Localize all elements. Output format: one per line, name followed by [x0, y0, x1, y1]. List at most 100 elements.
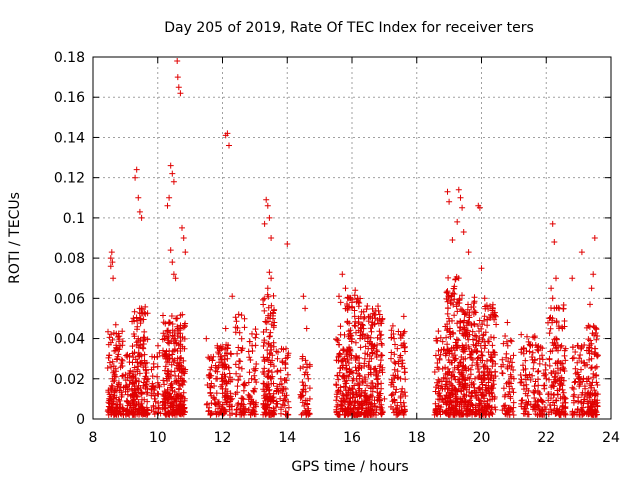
data-point	[527, 376, 534, 383]
data-point	[356, 300, 363, 306]
data-point	[143, 359, 150, 366]
data-point	[111, 411, 118, 418]
data-point	[522, 357, 529, 364]
data-point	[275, 349, 281, 356]
data-point	[561, 352, 568, 359]
data-point	[179, 381, 186, 388]
data-point	[389, 322, 396, 329]
data-point	[110, 275, 117, 282]
data-point	[375, 303, 381, 310]
data-point	[141, 396, 148, 403]
data-point	[339, 395, 345, 402]
data-point	[222, 325, 229, 332]
data-point	[504, 319, 511, 326]
data-point	[449, 237, 456, 243]
data-point	[399, 385, 406, 392]
data-point	[377, 397, 383, 404]
data-point	[142, 384, 149, 390]
data-point	[161, 333, 168, 339]
data-point	[466, 384, 473, 391]
data-point	[506, 379, 513, 386]
data-point	[169, 327, 176, 334]
data-point	[558, 374, 565, 381]
data-point	[473, 342, 480, 349]
data-point	[249, 342, 256, 349]
data-point	[182, 249, 189, 256]
data-point	[164, 386, 171, 393]
data-point	[226, 403, 233, 410]
data-point	[581, 342, 588, 348]
data-point	[475, 374, 482, 381]
data-point	[388, 403, 394, 410]
data-point	[252, 326, 259, 333]
data-point	[471, 308, 478, 315]
data-point	[162, 405, 169, 412]
data-point	[343, 366, 350, 373]
data-point	[531, 383, 538, 390]
data-point	[160, 347, 166, 354]
data-point	[472, 402, 479, 409]
data-point	[448, 372, 455, 379]
data-point	[246, 394, 253, 401]
data-point	[260, 343, 267, 349]
data-point	[268, 235, 275, 241]
data-point	[358, 409, 365, 416]
data-point	[352, 318, 359, 325]
data-point	[394, 345, 401, 352]
data-point	[282, 408, 289, 415]
data-point	[548, 305, 554, 311]
data-point	[250, 387, 257, 394]
data-point	[306, 361, 313, 368]
data-point	[443, 334, 450, 341]
data-point	[345, 328, 352, 335]
data-point	[592, 392, 599, 399]
data-point	[169, 259, 176, 266]
data-point	[509, 359, 516, 366]
data-point	[448, 345, 455, 352]
data-point	[472, 309, 479, 316]
data-point	[264, 410, 270, 417]
data-point	[389, 390, 396, 397]
data-point	[133, 339, 140, 346]
data-point	[375, 320, 382, 327]
data-point	[247, 357, 254, 363]
data-point	[163, 411, 169, 418]
data-point	[337, 388, 344, 395]
data-point	[303, 411, 310, 418]
data-point	[344, 347, 350, 354]
x-tick-label: 12	[214, 430, 232, 446]
data-point	[487, 396, 493, 403]
data-point	[521, 386, 527, 393]
data-point	[136, 305, 143, 312]
data-point	[504, 342, 511, 349]
data-point	[302, 305, 309, 312]
data-point	[216, 359, 223, 366]
data-point	[108, 382, 115, 389]
data-point	[349, 377, 356, 384]
data-point	[523, 348, 530, 354]
data-point	[492, 406, 499, 413]
data-point	[374, 389, 381, 396]
data-point	[547, 348, 554, 355]
data-point	[173, 379, 180, 386]
data-point	[589, 402, 596, 409]
data-point	[346, 320, 353, 327]
data-point	[169, 351, 176, 358]
data-point	[469, 356, 476, 363]
data-point	[242, 382, 248, 389]
data-point	[261, 365, 268, 372]
data-point	[372, 403, 379, 409]
data-point	[557, 367, 564, 373]
data-point	[238, 365, 245, 372]
data-point	[458, 388, 465, 395]
data-point	[450, 406, 457, 413]
data-point	[499, 407, 506, 414]
data-point	[555, 323, 562, 330]
data-point	[140, 341, 147, 347]
data-point	[546, 330, 553, 337]
data-point	[445, 395, 452, 402]
data-point	[481, 317, 487, 324]
data-point	[215, 364, 222, 370]
data-point	[333, 357, 340, 364]
grid	[93, 57, 611, 419]
